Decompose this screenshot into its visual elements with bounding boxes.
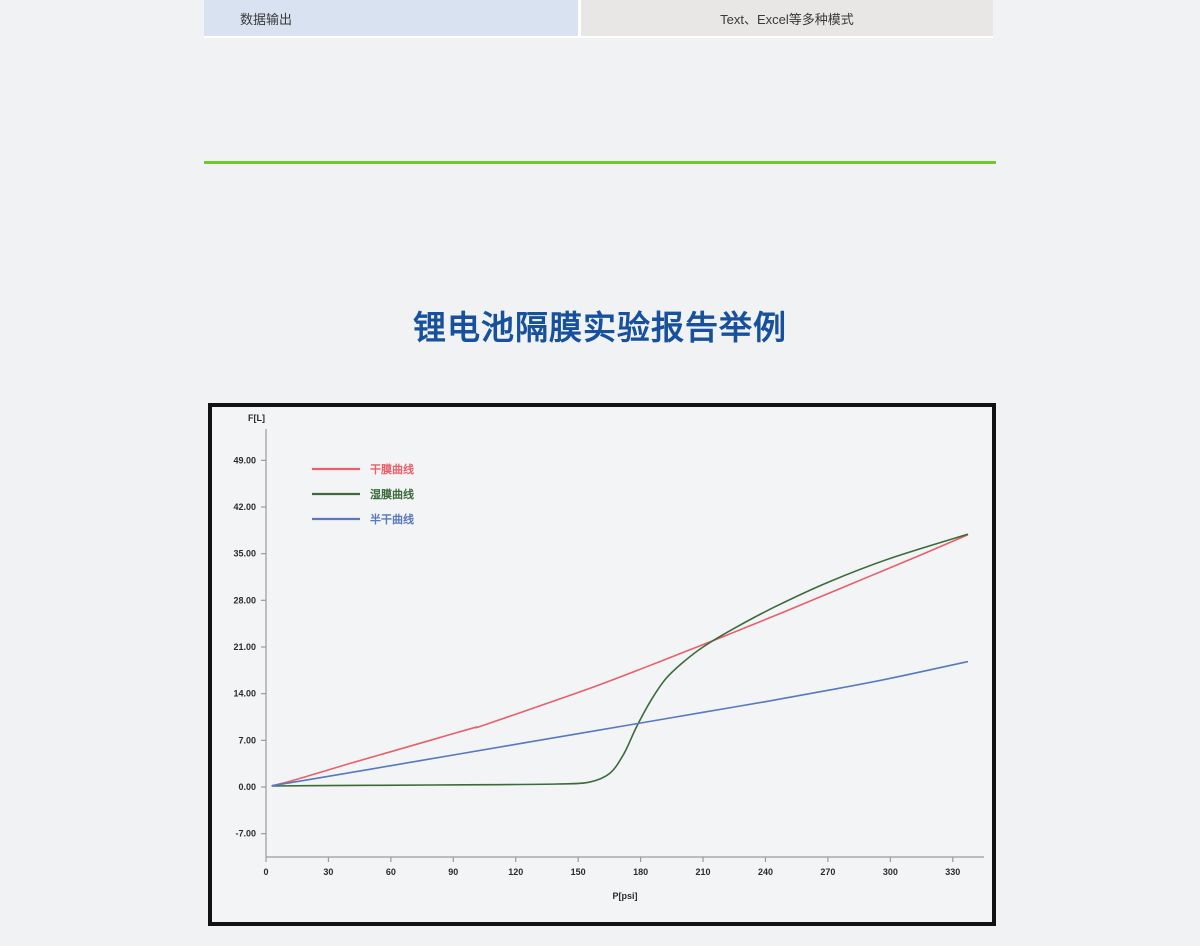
legend-label-3: 半干曲线 [370, 512, 414, 526]
legend-label-1: 干膜曲线 [370, 462, 414, 476]
x-tick-label: 300 [883, 867, 898, 877]
y-tick-label: 7.00 [238, 735, 256, 745]
y-axis-title: F[L] [248, 413, 265, 423]
chart-frame: 49.00 42.00 35.00 28.00 21.00 14.00 7.00 0.00 -7… [208, 403, 996, 926]
x-tick-label: 150 [571, 867, 586, 877]
legend-label-2: 湿膜曲线 [370, 487, 414, 501]
series-line-1 [271, 534, 969, 787]
x-tick-label: 180 [633, 867, 648, 877]
x-axis-title: P[psi] [612, 891, 637, 901]
spec-row-value-cell: Text、Excel等多种模式 [581, 0, 993, 38]
x-tick-label: 210 [696, 867, 711, 877]
page-title: 锂电池隔膜实验报告举例 [413, 309, 787, 346]
x-tick-label: 270 [820, 867, 835, 877]
x-tick-label: 330 [945, 867, 960, 877]
x-tick-label: 30 [323, 867, 333, 877]
chart-container: 49.00 42.00 35.00 28.00 21.00 14.00 7.00 0.00 -7… [212, 407, 992, 922]
x-tick-label: 90 [448, 867, 458, 877]
y-tick-label: 21.00 [233, 642, 256, 652]
y-tick-label: 42.00 [233, 502, 256, 512]
green-divider [204, 161, 996, 164]
y-tick-label: 49.00 [233, 455, 256, 465]
x-tick-label: 120 [508, 867, 523, 877]
x-tick-label: 240 [758, 867, 773, 877]
y-tick-label: 0.00 [238, 782, 256, 792]
y-tick-label: 14.00 [233, 689, 256, 699]
y-tick-label: 35.00 [233, 549, 256, 559]
series-line-3 [271, 660, 969, 787]
x-tick-label: 0 [263, 867, 268, 877]
line-chart: 49.00 42.00 35.00 28.00 21.00 14.00 7.00 0.00 -7… [233, 413, 984, 901]
spec-row-label-text: 数据输出 [240, 11, 293, 27]
spec-row-label-cell: 数据输出 [204, 0, 581, 38]
spec-row-value-text: Text、Excel等多种模式 [720, 11, 854, 27]
series-line-2 [271, 533, 969, 787]
spec-table: 数据输出 Text、Excel等多种模式 [204, 0, 996, 38]
y-tick-label: 28.00 [233, 595, 256, 605]
x-tick-label: 60 [386, 867, 396, 877]
y-tick-label: -7.00 [235, 829, 256, 839]
